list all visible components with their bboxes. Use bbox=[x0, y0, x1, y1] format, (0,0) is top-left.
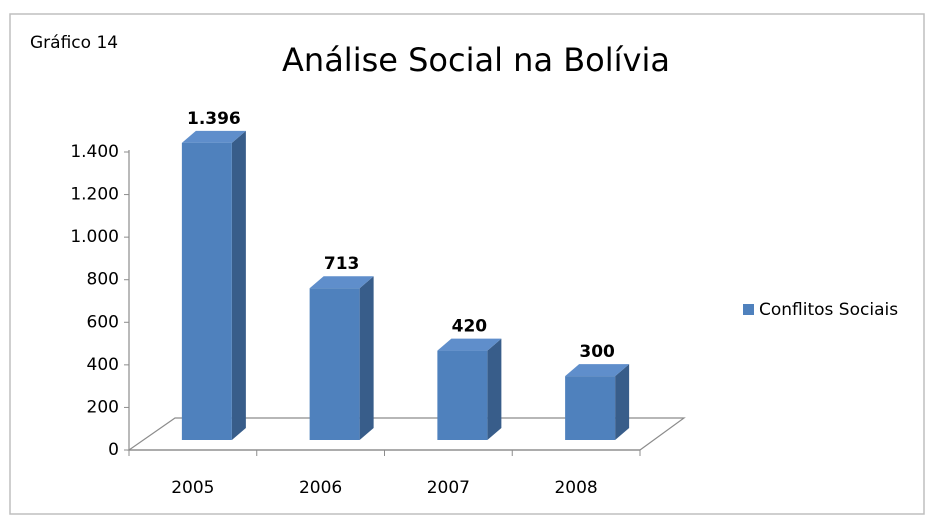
x-tick-label: 2007 bbox=[427, 478, 470, 498]
y-tick-label: 1.000 bbox=[70, 227, 119, 247]
y-tick-label: 400 bbox=[87, 355, 119, 375]
data-label: 420 bbox=[452, 317, 488, 337]
bar-side bbox=[359, 276, 374, 440]
y-tick-label: 1.200 bbox=[70, 185, 119, 205]
bar-top bbox=[309, 276, 374, 289]
x-tick-label: 2008 bbox=[554, 478, 597, 498]
chart-title: Análise Social na Bolívia bbox=[282, 41, 670, 79]
y-tick-label: 800 bbox=[87, 270, 119, 290]
bar-side bbox=[487, 338, 502, 440]
legend-swatch bbox=[743, 304, 754, 315]
x-tick-label: 2005 bbox=[171, 478, 214, 498]
y-tick-label: 1.400 bbox=[70, 142, 119, 162]
bar-side bbox=[231, 130, 246, 440]
bar-top bbox=[181, 130, 246, 143]
bar-top bbox=[565, 364, 630, 377]
y-tick-label: 200 bbox=[87, 397, 119, 417]
data-label: 1.396 bbox=[187, 109, 241, 129]
data-label: 300 bbox=[579, 342, 615, 362]
bar bbox=[565, 376, 616, 440]
data-label: 713 bbox=[324, 254, 360, 274]
bar bbox=[309, 288, 360, 440]
bar bbox=[181, 142, 232, 440]
y-tick-label: 0 bbox=[108, 440, 119, 460]
bar-top bbox=[437, 338, 502, 351]
bar-side bbox=[615, 364, 630, 440]
legend-label: Conflitos Sociais bbox=[759, 300, 898, 320]
x-tick-label: 2006 bbox=[299, 478, 342, 498]
bar bbox=[437, 350, 488, 440]
annotation: Gráfico 14 bbox=[30, 33, 118, 53]
y-tick-label: 600 bbox=[87, 312, 119, 332]
